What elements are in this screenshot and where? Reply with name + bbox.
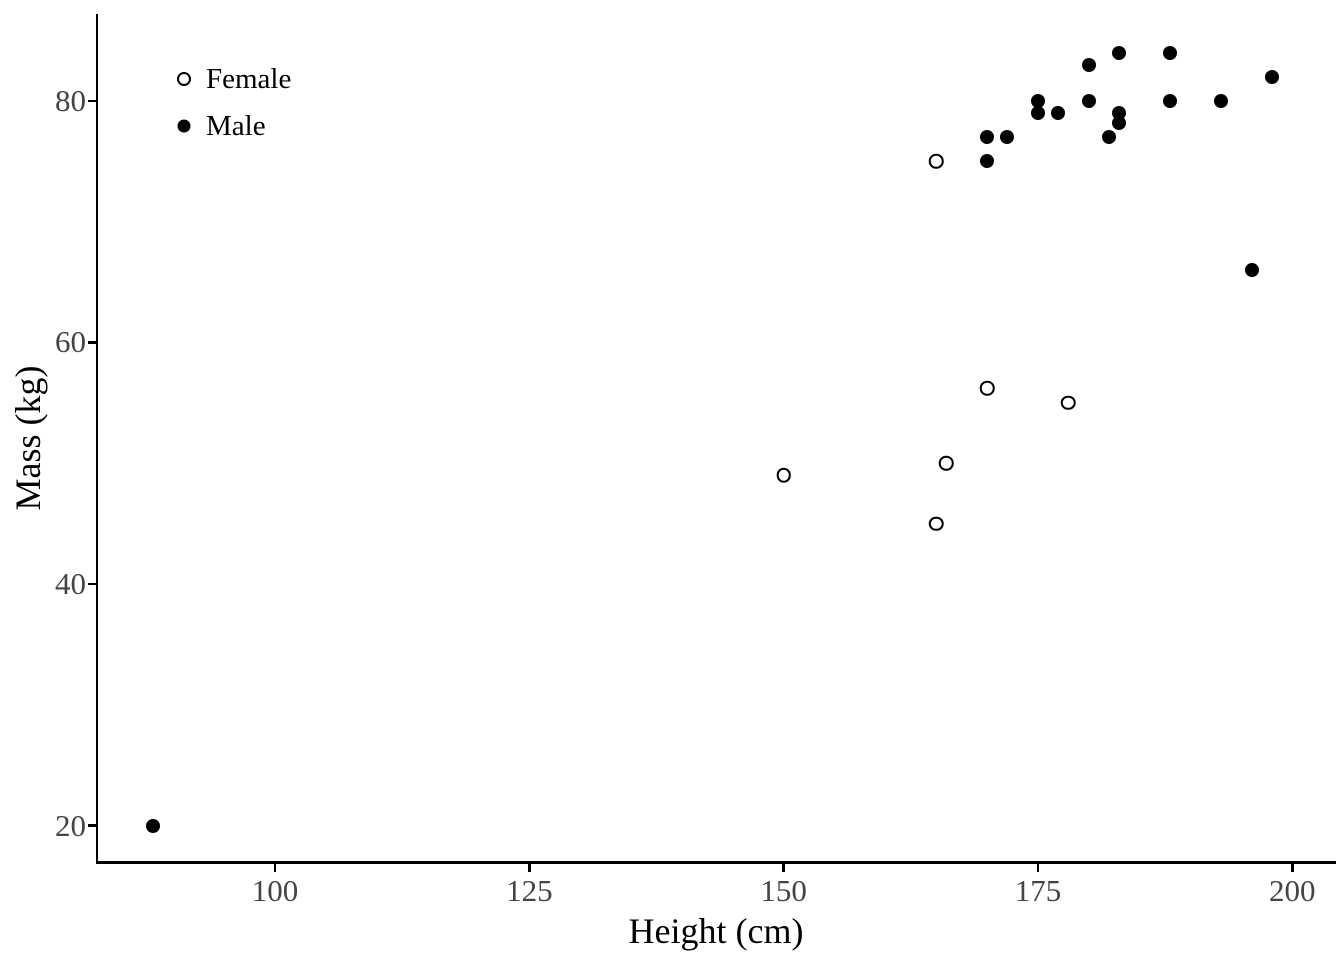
data-point-male xyxy=(1081,57,1096,72)
data-point-male xyxy=(1244,263,1259,278)
legend-item-label: Male xyxy=(206,110,266,142)
data-point-male xyxy=(1030,93,1045,108)
data-point-female xyxy=(776,468,791,483)
data-point-male xyxy=(1163,45,1178,60)
y-tick-mark xyxy=(87,824,96,827)
x-tick-label: 175 xyxy=(1014,873,1062,908)
data-point-male xyxy=(1030,106,1045,121)
data-point-male xyxy=(145,818,160,833)
x-axis-title: Height (cm) xyxy=(628,911,804,951)
y-tick-mark xyxy=(87,582,96,586)
data-point-female xyxy=(979,381,995,396)
data-point-male xyxy=(1112,106,1127,121)
y-axis-line xyxy=(95,14,98,864)
x-tick-mark xyxy=(1036,863,1040,872)
data-point-female xyxy=(928,154,944,169)
data-point-male xyxy=(1000,130,1015,145)
x-tick-label: 150 xyxy=(760,873,807,908)
data-point-female xyxy=(928,516,944,531)
y-tick-mark xyxy=(87,99,96,103)
data-point-male xyxy=(1112,45,1127,60)
data-point-male xyxy=(1264,69,1279,84)
x-tick-mark xyxy=(1291,863,1294,872)
x-tick-label: 100 xyxy=(251,873,299,908)
data-point-male xyxy=(980,154,995,169)
x-tick-label: 125 xyxy=(506,873,553,908)
y-tick-label: 60 xyxy=(55,324,86,360)
legend-key-female-icon xyxy=(177,72,191,86)
x-tick-mark xyxy=(782,863,785,872)
data-point-male xyxy=(1214,93,1229,108)
x-tick-mark xyxy=(273,863,277,872)
y-axis-title: Mass (kg) xyxy=(8,365,48,511)
data-point-male xyxy=(1051,106,1066,121)
x-axis-line xyxy=(95,861,1336,864)
data-point-female xyxy=(939,456,954,471)
data-point-male xyxy=(1081,93,1096,108)
legend-item-label: Female xyxy=(206,63,292,95)
x-tick-mark xyxy=(528,863,531,872)
data-point-male xyxy=(980,130,995,145)
y-tick-label: 20 xyxy=(55,807,86,843)
legend-key-male-icon xyxy=(177,119,191,133)
y-tick-mark xyxy=(87,341,96,344)
y-tick-label: 80 xyxy=(55,82,86,118)
data-point-male xyxy=(1163,93,1178,108)
data-point-female xyxy=(1061,395,1076,411)
data-point-male xyxy=(1102,130,1117,145)
x-tick-label: 200 xyxy=(1269,873,1316,908)
y-tick-label: 40 xyxy=(55,566,86,602)
